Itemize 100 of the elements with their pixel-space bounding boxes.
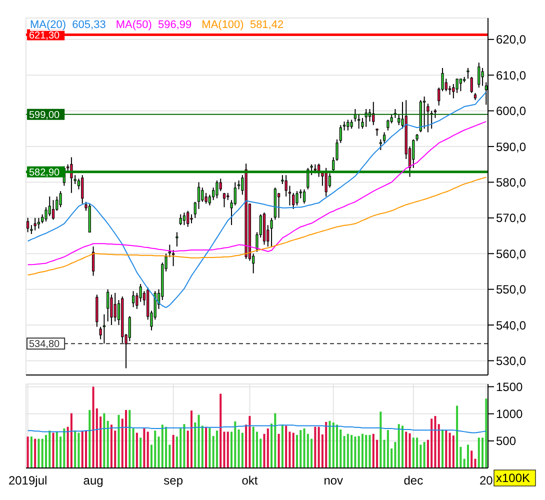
bar [281,424,284,468]
bar [154,430,156,468]
bar [285,426,288,468]
candlestick [179,214,182,226]
bar [485,398,488,468]
bar [430,418,433,468]
line-series [27,424,487,434]
bar [401,426,404,468]
x-tick-label: okt [242,474,258,488]
candlestick [386,119,390,131]
candlestick [466,67,470,80]
candlestick [481,67,484,86]
bar [442,430,444,468]
bar [416,438,418,468]
candlestick [114,292,116,322]
text: MA(50) 596,99 [116,19,192,31]
y-tick-label: 580,0 [496,175,526,190]
x-tick-label: aug [83,474,104,488]
candlestick [59,190,62,208]
bar [44,434,47,468]
bar [386,430,389,468]
y-axis-title: x100K [496,471,530,485]
bar [445,430,448,468]
bar [128,410,131,468]
bar [41,438,44,468]
bar [234,421,236,468]
bar [241,432,244,468]
bar [423,442,426,468]
candlestick [172,250,175,267]
bar [354,436,356,468]
candlestick [379,138,382,151]
bar [74,430,76,468]
bar [70,413,72,468]
bar [274,413,276,468]
bar [26,436,29,468]
bar [456,406,458,468]
candlestick [216,180,218,199]
ref-line-label: 621,30 [29,30,60,42]
ref-line-label: 534,80 [29,339,60,350]
bar [165,426,168,468]
bar [161,424,164,468]
bar [266,428,269,468]
bar [85,430,88,468]
bar [194,422,196,468]
bar [88,410,91,468]
bar [146,432,149,468]
bar [405,432,408,468]
y-tick-label: 540,0 [496,318,526,332]
candlestick [234,182,236,206]
bar [346,434,349,468]
bar [110,424,112,468]
y-tick-label: 620,0 [496,32,526,47]
y-tick-label: 500 [496,434,516,448]
line-series [27,91,487,308]
bar [208,428,211,468]
y-tick-label: 610,0 [496,68,526,82]
candlestick [176,232,178,247]
bar [398,424,400,468]
candlestick [34,217,36,231]
bar [34,438,36,468]
bar [48,430,51,468]
bar [318,426,320,468]
bar [358,436,360,468]
bar [190,410,192,468]
y-tick-label: 590,0 [496,140,526,154]
bar [183,424,186,468]
bar [216,430,218,468]
bar [350,434,353,468]
x-tick-label: 2019jul [8,474,48,488]
candlestick [292,192,295,210]
bar [448,432,451,468]
bar [248,416,251,468]
candlestick [132,290,135,308]
candlestick [302,188,306,204]
candlestick [278,192,280,218]
x-tick-label: 20 [480,474,494,488]
bar [118,414,120,468]
bar [380,412,382,468]
candlestick [310,164,313,176]
candlestick [197,182,200,210]
bar [412,438,414,468]
bar [328,420,331,468]
candlestick [222,192,226,208]
text: MA(20) 605,33 [30,19,106,31]
candlestick [106,288,110,322]
bar [172,434,174,468]
price-tag: 599,00 [27,108,65,121]
bar [314,426,316,468]
y-tick-label: 570,0 [496,211,526,226]
bar [205,426,208,468]
bar [198,414,200,468]
bar [81,430,84,468]
candlestick [398,114,400,126]
candlestick [219,178,222,192]
y-tick-label: 1500 [496,380,524,394]
bar [332,422,334,468]
candlestick [208,194,211,206]
bar [132,428,134,468]
candlestick [346,119,350,131]
candlestick [52,200,55,220]
